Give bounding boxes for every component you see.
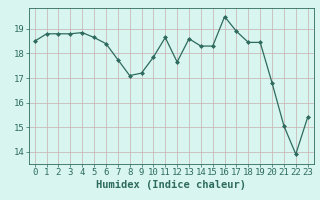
X-axis label: Humidex (Indice chaleur): Humidex (Indice chaleur)	[96, 180, 246, 190]
